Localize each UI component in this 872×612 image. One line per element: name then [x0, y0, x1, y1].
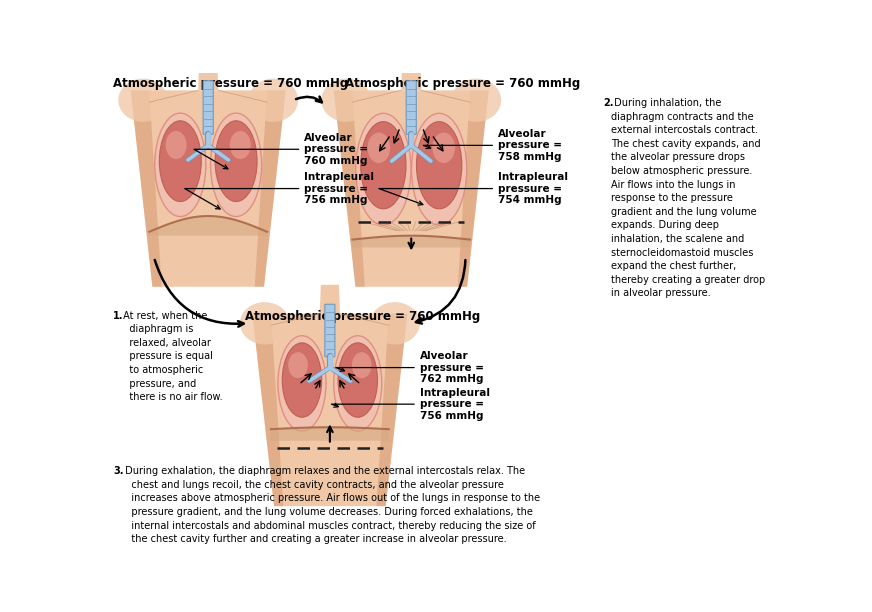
Ellipse shape [412, 113, 467, 225]
Ellipse shape [352, 352, 371, 378]
Polygon shape [252, 314, 407, 506]
Ellipse shape [249, 78, 298, 122]
Text: Alveolar
pressure =
760 mmHg: Alveolar pressure = 760 mmHg [194, 133, 368, 169]
Text: Alveolar
pressure =
758 mmHg: Alveolar pressure = 758 mmHg [423, 129, 562, 162]
Ellipse shape [356, 113, 411, 225]
Ellipse shape [452, 78, 501, 122]
Polygon shape [320, 285, 340, 314]
Polygon shape [458, 91, 488, 287]
Ellipse shape [288, 352, 308, 378]
Text: At rest, when the
   diaphragm is
   relaxed, alveolar
   pressure is equal
   t: At rest, when the diaphragm is relaxed, … [119, 311, 222, 402]
Text: During inhalation, the
diaphragm contracts and the
external intercostals contrac: During inhalation, the diaphragm contrac… [611, 98, 766, 299]
Text: 1.: 1. [112, 311, 123, 321]
Ellipse shape [433, 133, 455, 163]
Text: Intrapleural
pressure =
756 mmHg: Intrapleural pressure = 756 mmHg [331, 387, 490, 421]
Text: Intrapleural
pressure =
754 mmHg: Intrapleural pressure = 754 mmHg [378, 172, 568, 205]
Ellipse shape [334, 336, 382, 431]
Polygon shape [377, 314, 407, 506]
Ellipse shape [166, 131, 187, 159]
Ellipse shape [278, 336, 326, 431]
Ellipse shape [367, 133, 390, 163]
Polygon shape [334, 91, 364, 287]
Text: 3.: 3. [112, 466, 123, 476]
Polygon shape [334, 91, 488, 287]
Text: Atmospheric pressure = 760 mmHg: Atmospheric pressure = 760 mmHg [245, 310, 480, 323]
Text: Atmospheric pressure = 760 mmHg: Atmospheric pressure = 760 mmHg [345, 76, 581, 89]
Text: 2.: 2. [603, 98, 614, 108]
Polygon shape [252, 314, 283, 506]
FancyBboxPatch shape [325, 304, 335, 357]
Text: Intrapleural
pressure =
756 mmHg: Intrapleural pressure = 756 mmHg [185, 172, 374, 209]
Text: During exhalation, the diaphragm relaxes and the external intercostals relax. Th: During exhalation, the diaphragm relaxes… [122, 466, 541, 544]
Ellipse shape [119, 78, 168, 122]
Ellipse shape [215, 121, 257, 201]
Polygon shape [255, 91, 286, 287]
Ellipse shape [417, 122, 462, 209]
Polygon shape [198, 61, 218, 91]
FancyBboxPatch shape [406, 81, 416, 135]
Ellipse shape [230, 131, 251, 159]
Ellipse shape [283, 343, 322, 417]
Ellipse shape [371, 302, 419, 345]
Text: Alveolar
pressure =
762 mmHg: Alveolar pressure = 762 mmHg [336, 351, 484, 384]
Polygon shape [131, 91, 161, 287]
Ellipse shape [154, 113, 206, 217]
Ellipse shape [322, 78, 371, 122]
Polygon shape [401, 61, 421, 91]
Text: Atmospheric pressure = 760 mmHg: Atmospheric pressure = 760 mmHg [112, 76, 348, 89]
Ellipse shape [240, 302, 290, 345]
Ellipse shape [160, 121, 201, 201]
Ellipse shape [210, 113, 262, 217]
Polygon shape [131, 91, 286, 287]
Ellipse shape [338, 343, 378, 417]
Ellipse shape [361, 122, 406, 209]
FancyBboxPatch shape [203, 81, 214, 135]
